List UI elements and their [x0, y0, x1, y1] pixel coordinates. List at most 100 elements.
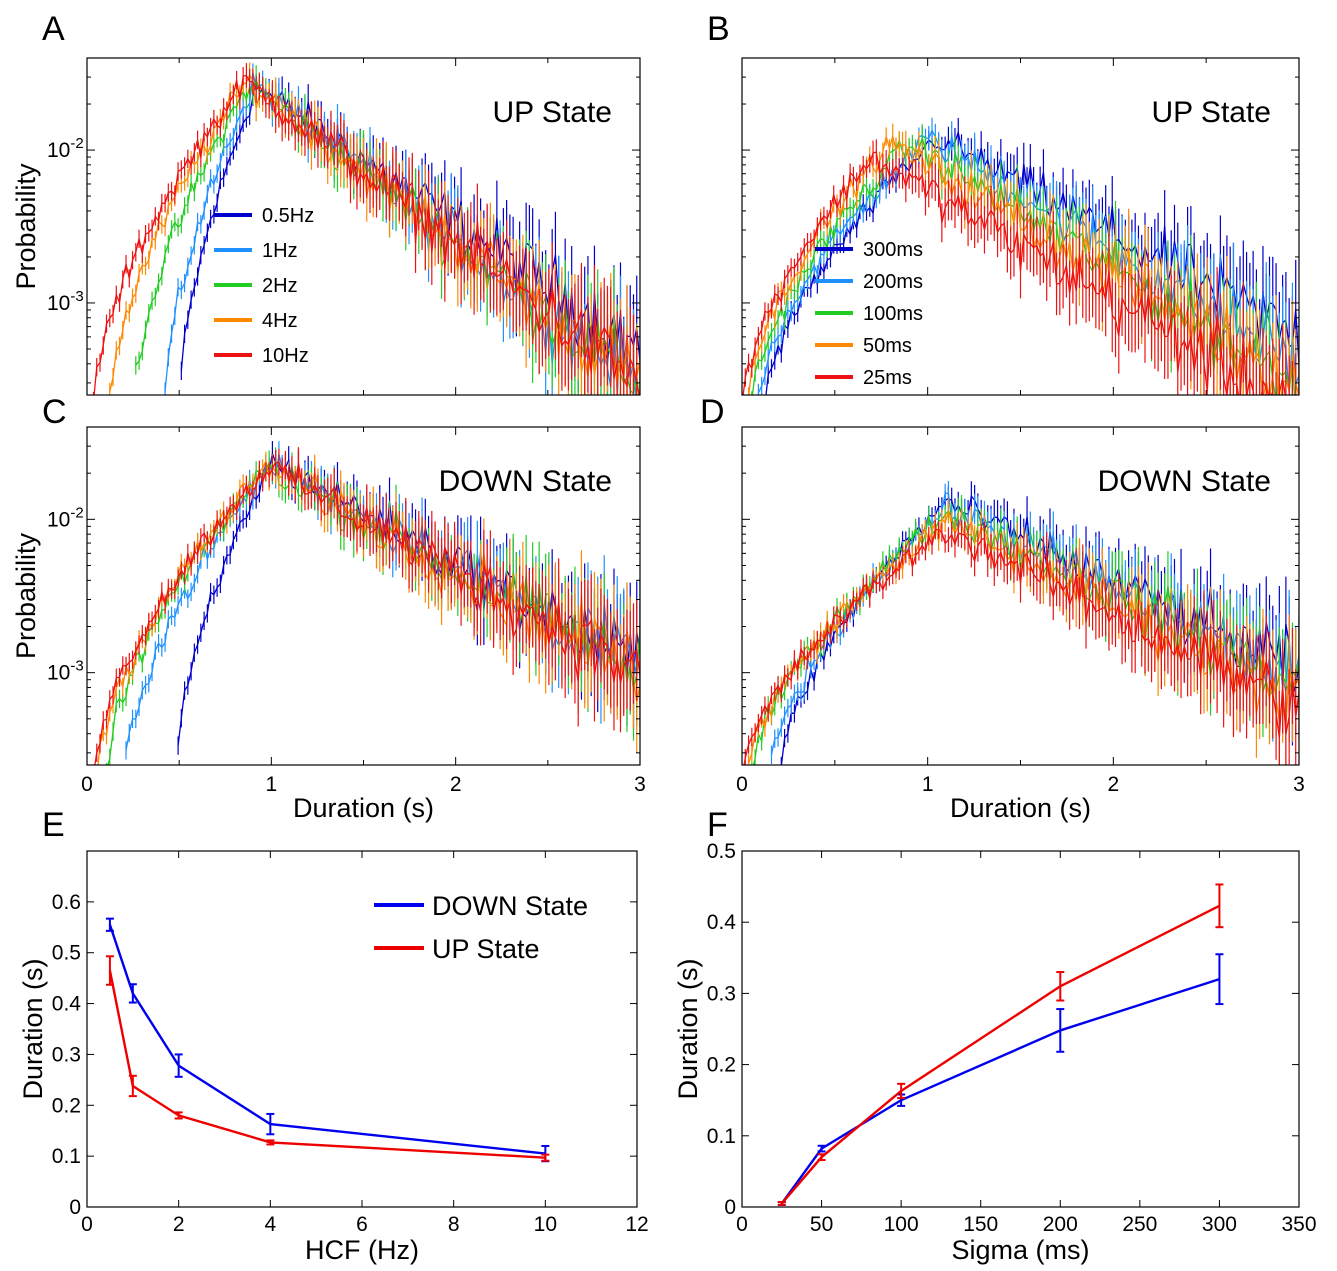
panel-c: C 10-3 10-2 0 1 2 3 DOWN State Duration (s) Proba… [11, 393, 646, 823]
legend-label: 100ms [863, 303, 923, 325]
y-tick-exponent: -3 [70, 288, 83, 305]
series-line-200ms [757, 128, 1299, 394]
plot-area [742, 117, 1299, 395]
y-tick-label: 0.5 [52, 942, 81, 965]
x-tick-label: 2 [1107, 773, 1119, 796]
panel-letter: D [700, 393, 725, 431]
panel-letter: A [42, 10, 65, 48]
y-tick-label: 0.1 [52, 1145, 81, 1168]
y-tick-label: 10-2 [47, 504, 84, 531]
y-axis-label: Duration (s) [18, 958, 48, 1099]
y-tick-label: 10-2 [47, 135, 84, 162]
x-tick-label: 8 [448, 1213, 460, 1236]
x-tick-label: 3 [634, 773, 646, 796]
y-tick-label: 0 [724, 1196, 736, 1219]
legend: 300ms 200ms 100ms 50ms 25ms [815, 239, 923, 389]
x-tick-label: 3 [1293, 773, 1305, 796]
panel-letter: B [707, 10, 730, 48]
legend-label: 0.5Hz [262, 205, 314, 227]
panel-letter: F [707, 806, 728, 844]
series-line-25ms [742, 151, 1299, 395]
x-axis-label: Duration (s) [293, 793, 434, 823]
x-tick-label: 200 [1043, 1213, 1078, 1236]
legend: DOWN State UP State [374, 891, 588, 964]
y-tick-label: 0 [69, 1196, 81, 1219]
panel-a: A 10-3 10-2 UP State 0.5Hz 1Hz 2Hz 4Hz 10Hz Proba… [11, 10, 641, 396]
y-tick-label: 10-3 [47, 658, 84, 685]
state-title: DOWN State [1098, 465, 1271, 498]
y-tick-label: 0.5 [707, 840, 736, 863]
y-tick-label: 0.6 [52, 891, 81, 914]
y-tick-label: 0.2 [52, 1094, 81, 1117]
legend: 0.5Hz 1Hz 2Hz 4Hz 10Hz [214, 205, 314, 367]
state-title: DOWN State [439, 465, 612, 498]
y-tick-label: 0.3 [52, 1043, 81, 1066]
axes-frame [86, 850, 638, 1208]
legend-label: 1Hz [262, 240, 298, 262]
series-line-25ms [743, 528, 1299, 765]
y-axis-label: Probability [11, 532, 41, 659]
axes-frame [741, 426, 1300, 766]
x-axis-label: Duration (s) [950, 793, 1091, 823]
y-tick-label: 0.3 [707, 982, 736, 1005]
x-tick-label: 50 [810, 1213, 833, 1236]
plot-area [743, 481, 1299, 765]
y-tick-exponent: -3 [70, 658, 83, 675]
legend-label: 300ms [863, 239, 923, 261]
x-tick-label: 300 [1202, 1213, 1237, 1236]
x-tick-label: 0 [736, 1213, 748, 1236]
x-tick-label: 2 [173, 1213, 185, 1236]
series-line-10Hz [93, 74, 640, 395]
panel-letter: E [42, 806, 65, 844]
legend-label: 50ms [863, 335, 912, 357]
x-tick-label: 4 [264, 1213, 276, 1236]
legend-label: UP State [432, 934, 540, 964]
axes-frame [741, 57, 1300, 396]
y-tick-exponent: -2 [70, 504, 83, 521]
axes-frame [86, 426, 641, 766]
y-tick-label: 0.1 [707, 1125, 736, 1148]
y-tick-exponent: -2 [70, 135, 83, 152]
state-title: UP State [1151, 96, 1271, 129]
series-line [780, 904, 1220, 1205]
axes-frame [86, 57, 641, 396]
x-tick-label: 0 [81, 1213, 93, 1236]
panel-f: F 0 50 100 150 200 250 300 350 0 0.1 0.2 0.3 0.4 0.5 Si… [673, 806, 1317, 1265]
y-tick-label: 0.4 [707, 911, 737, 934]
y-axis-label: Duration (s) [673, 958, 703, 1099]
x-axis-label: HCF (Hz) [305, 1235, 419, 1265]
x-tick-label: 150 [963, 1213, 998, 1236]
x-tick-label: 0 [81, 773, 93, 796]
legend-label: 10Hz [262, 345, 309, 367]
x-tick-label: 2 [450, 773, 462, 796]
series-line-10Hz [94, 461, 640, 765]
y-tick-label: 0.2 [707, 1054, 736, 1077]
series-line [780, 978, 1220, 1205]
panel-d: D 0 1 2 3 DOWN State Duration (s) [700, 393, 1305, 823]
plot-area [92, 441, 640, 765]
x-tick-label: 0 [736, 773, 748, 796]
panel-b: B UP State 300ms 200ms 100ms 50ms 25ms [707, 10, 1300, 396]
x-tick-label: 1 [265, 773, 277, 796]
x-tick-label: 6 [356, 1213, 368, 1236]
legend-label: DOWN State [432, 891, 588, 921]
panel-e: E 0 2 4 6 8 10 12 0 0.1 0.2 0.3 0.4 0.5 0.6 DOWN State U… [18, 806, 649, 1265]
panel-letter: C [42, 393, 67, 431]
x-tick-label: 250 [1122, 1213, 1157, 1236]
state-title: UP State [492, 96, 612, 129]
legend-label: 2Hz [262, 275, 298, 297]
legend-label: 25ms [863, 367, 912, 389]
x-axis-label: Sigma (ms) [951, 1235, 1089, 1265]
x-tick-label: 350 [1281, 1213, 1316, 1236]
x-tick-label: 1 [922, 773, 934, 796]
legend-label: 4Hz [262, 310, 298, 332]
axes-frame [741, 850, 1300, 1208]
x-tick-label: 12 [625, 1213, 648, 1236]
y-tick-label: 10-3 [47, 288, 84, 315]
x-tick-label: 100 [884, 1213, 919, 1236]
plot-area [92, 62, 640, 395]
x-tick-label: 10 [534, 1213, 557, 1236]
legend-label: 200ms [863, 271, 923, 293]
y-tick-label: 0.4 [52, 993, 82, 1016]
